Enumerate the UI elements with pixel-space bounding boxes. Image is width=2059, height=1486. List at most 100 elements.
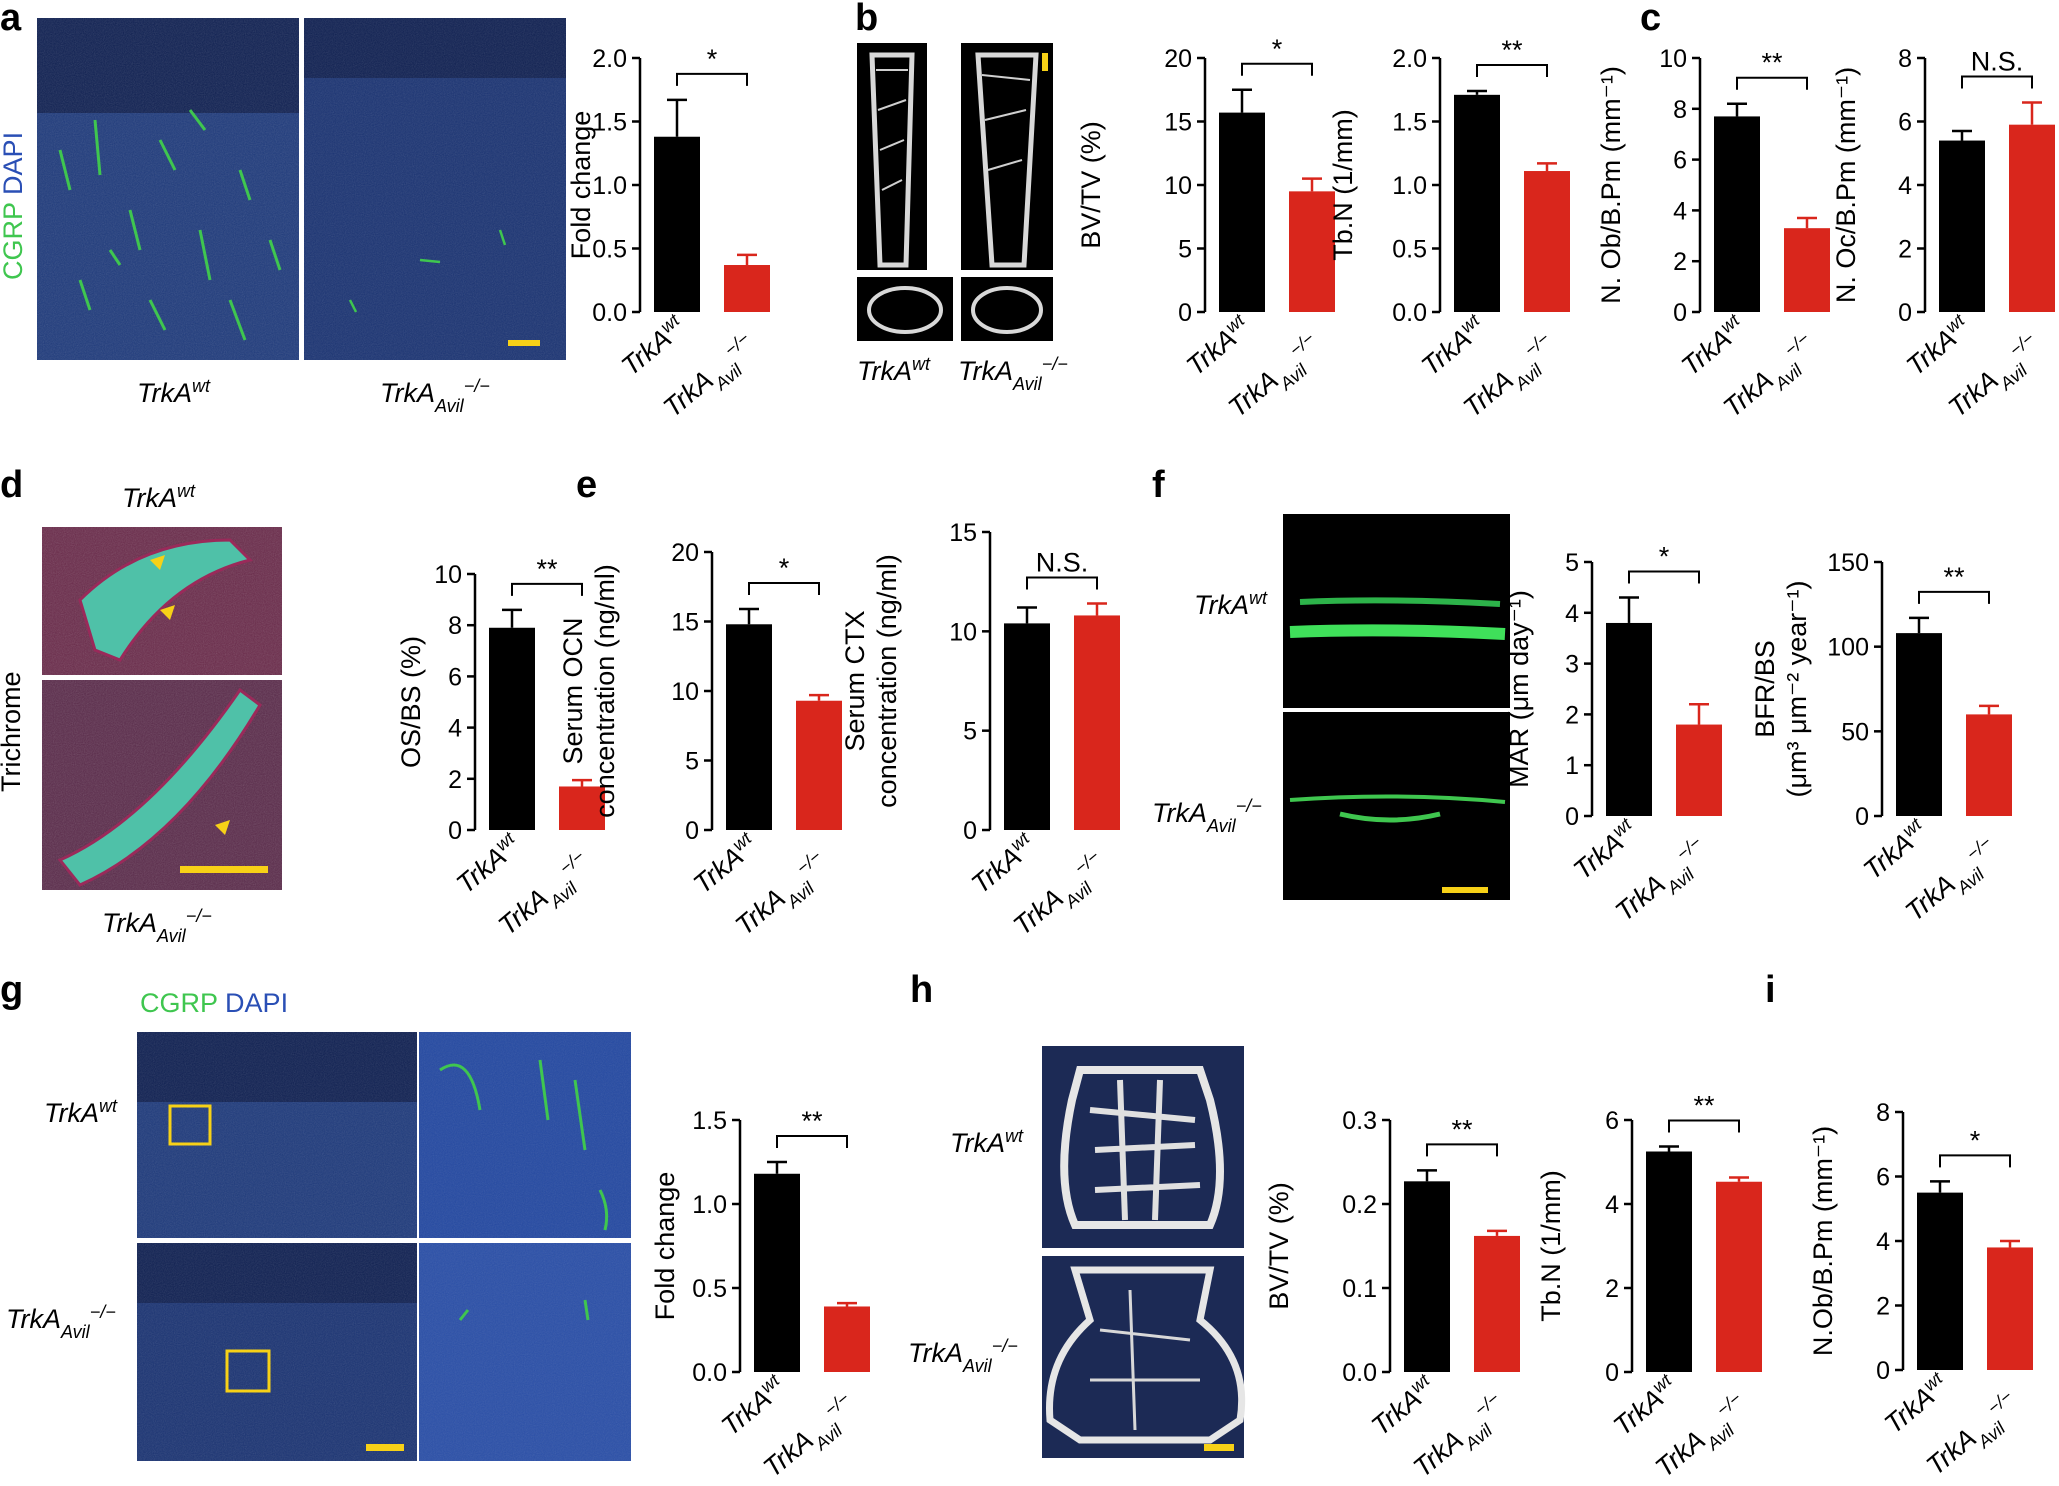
panel-label-e: e xyxy=(576,464,597,506)
y-axis-label: Tb.N (1/mm) xyxy=(1328,109,1358,261)
significance-label: ** xyxy=(1943,562,1965,592)
significance-label: ** xyxy=(1451,1114,1473,1144)
bar-wt xyxy=(1917,1192,1963,1370)
y-tick-label: 0 xyxy=(1673,299,1687,327)
y-axis-label: BV/TV (%) xyxy=(1076,121,1106,249)
image-label-b-wt: TrkAwt xyxy=(857,354,931,386)
bar-ko xyxy=(1474,1235,1520,1372)
bar-wt xyxy=(1404,1181,1450,1372)
y-axis-label: Fold change xyxy=(650,1172,680,1321)
y-tick-label: 2 xyxy=(1605,1275,1619,1303)
significance-bracket xyxy=(776,1135,848,1148)
significance-bracket xyxy=(1026,576,1098,590)
y-axis-label: Tb.N (1/mm) xyxy=(1536,1170,1566,1322)
y-tick-label: 6 xyxy=(448,663,462,691)
y-tick-label: 1.0 xyxy=(692,1191,727,1219)
y-tick-label: 20 xyxy=(1164,45,1192,73)
bar-ko xyxy=(1966,714,2012,816)
scale-bar xyxy=(508,340,540,346)
y-tick-label: 0.0 xyxy=(1392,299,1427,327)
bar-wt xyxy=(1939,140,1985,312)
y-tick-label: 1 xyxy=(1565,752,1579,780)
bar-ko xyxy=(796,700,842,830)
bar-wt xyxy=(754,1173,800,1372)
significance-label: * xyxy=(1970,1125,1981,1155)
y-axis-label: MAR (μm day⁻¹) xyxy=(1504,590,1534,788)
bar-ko xyxy=(1524,171,1570,312)
y-axis-label: N. Oc/B.Pm (mm⁻¹) xyxy=(1831,67,1861,303)
y-axis-label: BV/TV (%) xyxy=(1264,1182,1294,1310)
bar-ko xyxy=(824,1306,870,1372)
image-label-g-wt: TrkAwt xyxy=(44,1096,118,1128)
significance-label: N.S. xyxy=(1036,548,1089,578)
y-axis-label: Serum OCN xyxy=(558,617,588,764)
y-tick-label: 3 xyxy=(1565,651,1579,679)
significance-label: ** xyxy=(1761,48,1783,78)
stain-label-group-g: CGRP DAPI xyxy=(140,988,288,1018)
y-tick-label: 2 xyxy=(1565,701,1579,729)
y-tick-label: 50 xyxy=(1841,718,1869,746)
y-tick-label: 0 xyxy=(685,817,699,845)
bar-wt xyxy=(654,136,700,312)
y-tick-label: 2 xyxy=(1673,248,1687,276)
y-tick-label: 8 xyxy=(1673,96,1687,124)
panel-h-microct: TrkAwt TrkAAvil−/− xyxy=(908,1046,1246,1458)
panel-label-g: g xyxy=(0,969,23,1011)
bar-ko xyxy=(1289,191,1335,312)
image-label-b-ko: TrkAAvil−/− xyxy=(958,354,1068,394)
y-axis-label: concentration (ng/ml) xyxy=(872,554,902,808)
panel-b-microct: TrkAwt TrkAAvil−/− xyxy=(857,43,1068,394)
panel-f-calcein: TrkAwt TrkAAvil−/− xyxy=(1152,514,1510,900)
panel-label-i: i xyxy=(1765,969,1776,1011)
panel-label-d: d xyxy=(0,464,23,506)
y-tick-label: 8 xyxy=(1898,45,1912,73)
stain-label-cgrp: CGRP xyxy=(140,988,218,1018)
arrow-marker xyxy=(215,820,230,835)
significance-label: ** xyxy=(801,1106,823,1136)
y-tick-label: 6 xyxy=(1876,1164,1890,1192)
scale-bar xyxy=(1204,1444,1234,1451)
significance-label: ** xyxy=(1693,1090,1715,1120)
y-axis-label: Serum CTX xyxy=(840,610,870,751)
bar-wt xyxy=(726,624,772,830)
calcein-f-wt xyxy=(1283,514,1510,708)
y-tick-label: 10 xyxy=(434,561,462,589)
bone-trabecula xyxy=(57,687,262,887)
y-tick-label: 0.2 xyxy=(1342,1191,1377,1219)
significance-label: * xyxy=(1659,542,1670,572)
y-tick-label: 0.3 xyxy=(1342,1107,1377,1135)
chart-b2: 0.00.51.01.52.0Tb.N (1/mm)TrkAwtTrkAAvil… xyxy=(1328,35,1570,423)
significance-label: N.S. xyxy=(1971,46,2024,76)
y-tick-label: 0 xyxy=(1898,299,1912,327)
y-tick-label: 10 xyxy=(671,678,699,706)
panel-g-micrographs: CGRP DAPI TrkAwt TrkAAvil−/− xyxy=(6,988,631,1461)
y-tick-label: 4 xyxy=(1876,1228,1890,1256)
y-tick-label: 5 xyxy=(963,718,977,746)
y-tick-label: 0 xyxy=(1178,299,1192,327)
y-tick-label: 20 xyxy=(671,539,699,567)
image-label-d-wt: TrkAwt xyxy=(122,481,196,513)
y-axis-label: OS/BS (%) xyxy=(396,636,426,768)
arrow-marker xyxy=(150,555,165,570)
y-tick-label: 4 xyxy=(1898,172,1912,200)
image-label-g-ko: TrkAAvil−/− xyxy=(6,1302,116,1342)
significance-bracket xyxy=(1736,76,1808,90)
image-label-h-ko: TrkAAvil−/− xyxy=(908,1336,1018,1376)
panel-label-a: a xyxy=(0,0,22,39)
y-tick-label: 0 xyxy=(1876,1357,1890,1385)
y-tick-label: 0.0 xyxy=(1342,1359,1377,1387)
significance-label: * xyxy=(779,553,790,583)
cgrp-fibers-wt xyxy=(58,109,282,341)
panel-a-micrographs: CGRP DAPI TrkAwt TrkAAvil−/− xyxy=(0,18,566,416)
y-tick-label: 0 xyxy=(1605,1359,1619,1387)
panel-label-h: h xyxy=(910,969,933,1011)
bar-wt xyxy=(1714,116,1760,312)
stain-label-cgrp: CGRP xyxy=(0,202,28,280)
x-tick-label-wt: TrkAwt xyxy=(614,309,691,381)
